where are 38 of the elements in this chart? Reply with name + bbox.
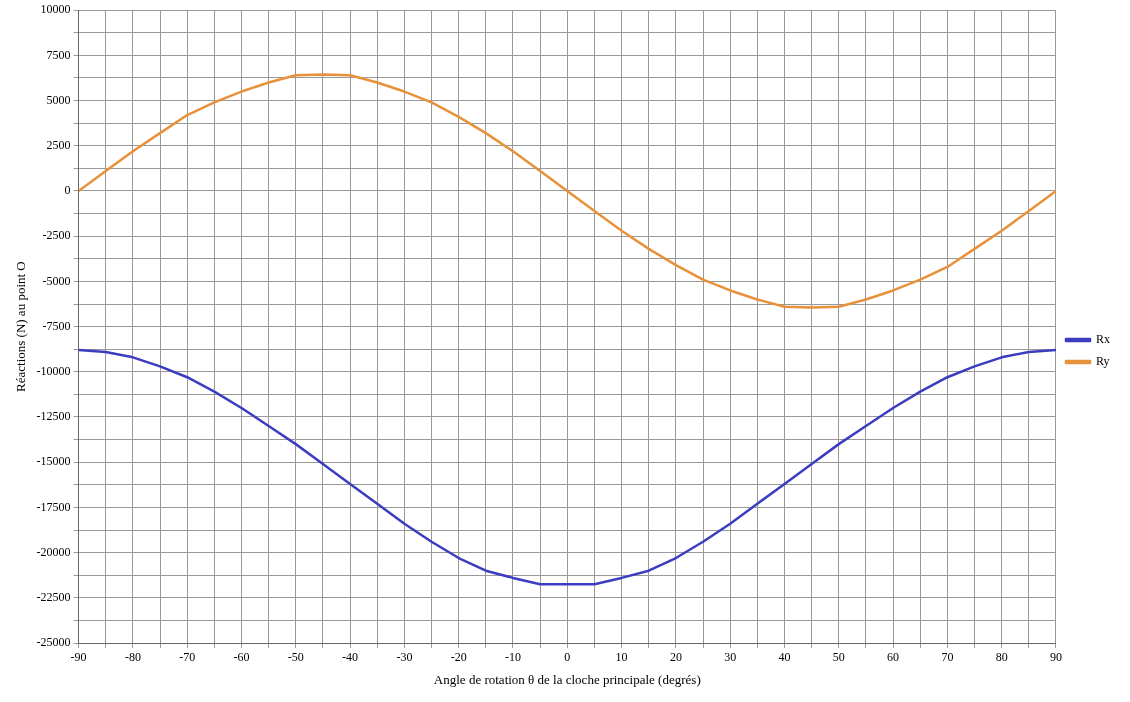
x-tick-label: -50 bbox=[287, 650, 304, 665]
x-tick-label: 0 bbox=[564, 650, 571, 665]
x-tick-label: 20 bbox=[669, 650, 682, 665]
y-tick-label: -20000 bbox=[36, 544, 71, 559]
legend-label: Ry bbox=[1096, 354, 1110, 369]
y-tick-label: 10000 bbox=[40, 2, 71, 17]
y-tick-label: -17500 bbox=[36, 499, 71, 514]
x-tick-label: 60 bbox=[887, 650, 900, 665]
x-tick-label: -10 bbox=[505, 650, 521, 665]
x-tick-label: -80 bbox=[124, 650, 141, 665]
x-tick-label: 30 bbox=[724, 650, 737, 665]
y-tick-label: -12500 bbox=[36, 409, 71, 424]
y-tick-label: -2500 bbox=[42, 228, 71, 243]
x-axis-title: Angle de rotation θ de la cloche principale (degrés) bbox=[433, 671, 701, 687]
x-tick-label: -20 bbox=[450, 650, 467, 665]
x-tick-label: -30 bbox=[396, 650, 413, 665]
y-tick-label: -7500 bbox=[42, 318, 71, 333]
y-tick-label: -5000 bbox=[42, 273, 71, 288]
x-tick-label: -40 bbox=[342, 650, 359, 665]
x-tick-label: 40 bbox=[778, 650, 791, 665]
y-axis-title: Réactions (N) au point O bbox=[13, 261, 29, 392]
x-tick-label: 80 bbox=[995, 650, 1008, 665]
y-tick-label: 2500 bbox=[46, 137, 71, 152]
x-tick-label: 70 bbox=[941, 650, 954, 665]
y-tick-label: -25000 bbox=[36, 635, 71, 650]
x-tick-label: -90 bbox=[70, 650, 87, 665]
y-tick-label: -15000 bbox=[36, 454, 71, 469]
x-tick-label: -60 bbox=[233, 650, 250, 665]
x-tick-label: 50 bbox=[832, 650, 845, 665]
y-tick-label: 7500 bbox=[46, 47, 71, 62]
y-tick-label: -22500 bbox=[36, 589, 71, 604]
x-tick-label: -70 bbox=[179, 650, 196, 665]
x-tick-label: 90 bbox=[1050, 650, 1062, 665]
y-tick-label: 0 bbox=[64, 183, 71, 198]
legend-label: Rx bbox=[1096, 332, 1111, 347]
y-tick-label: 5000 bbox=[46, 92, 71, 107]
y-tick-label: -10000 bbox=[36, 363, 71, 378]
x-tick-label: 10 bbox=[615, 650, 628, 665]
